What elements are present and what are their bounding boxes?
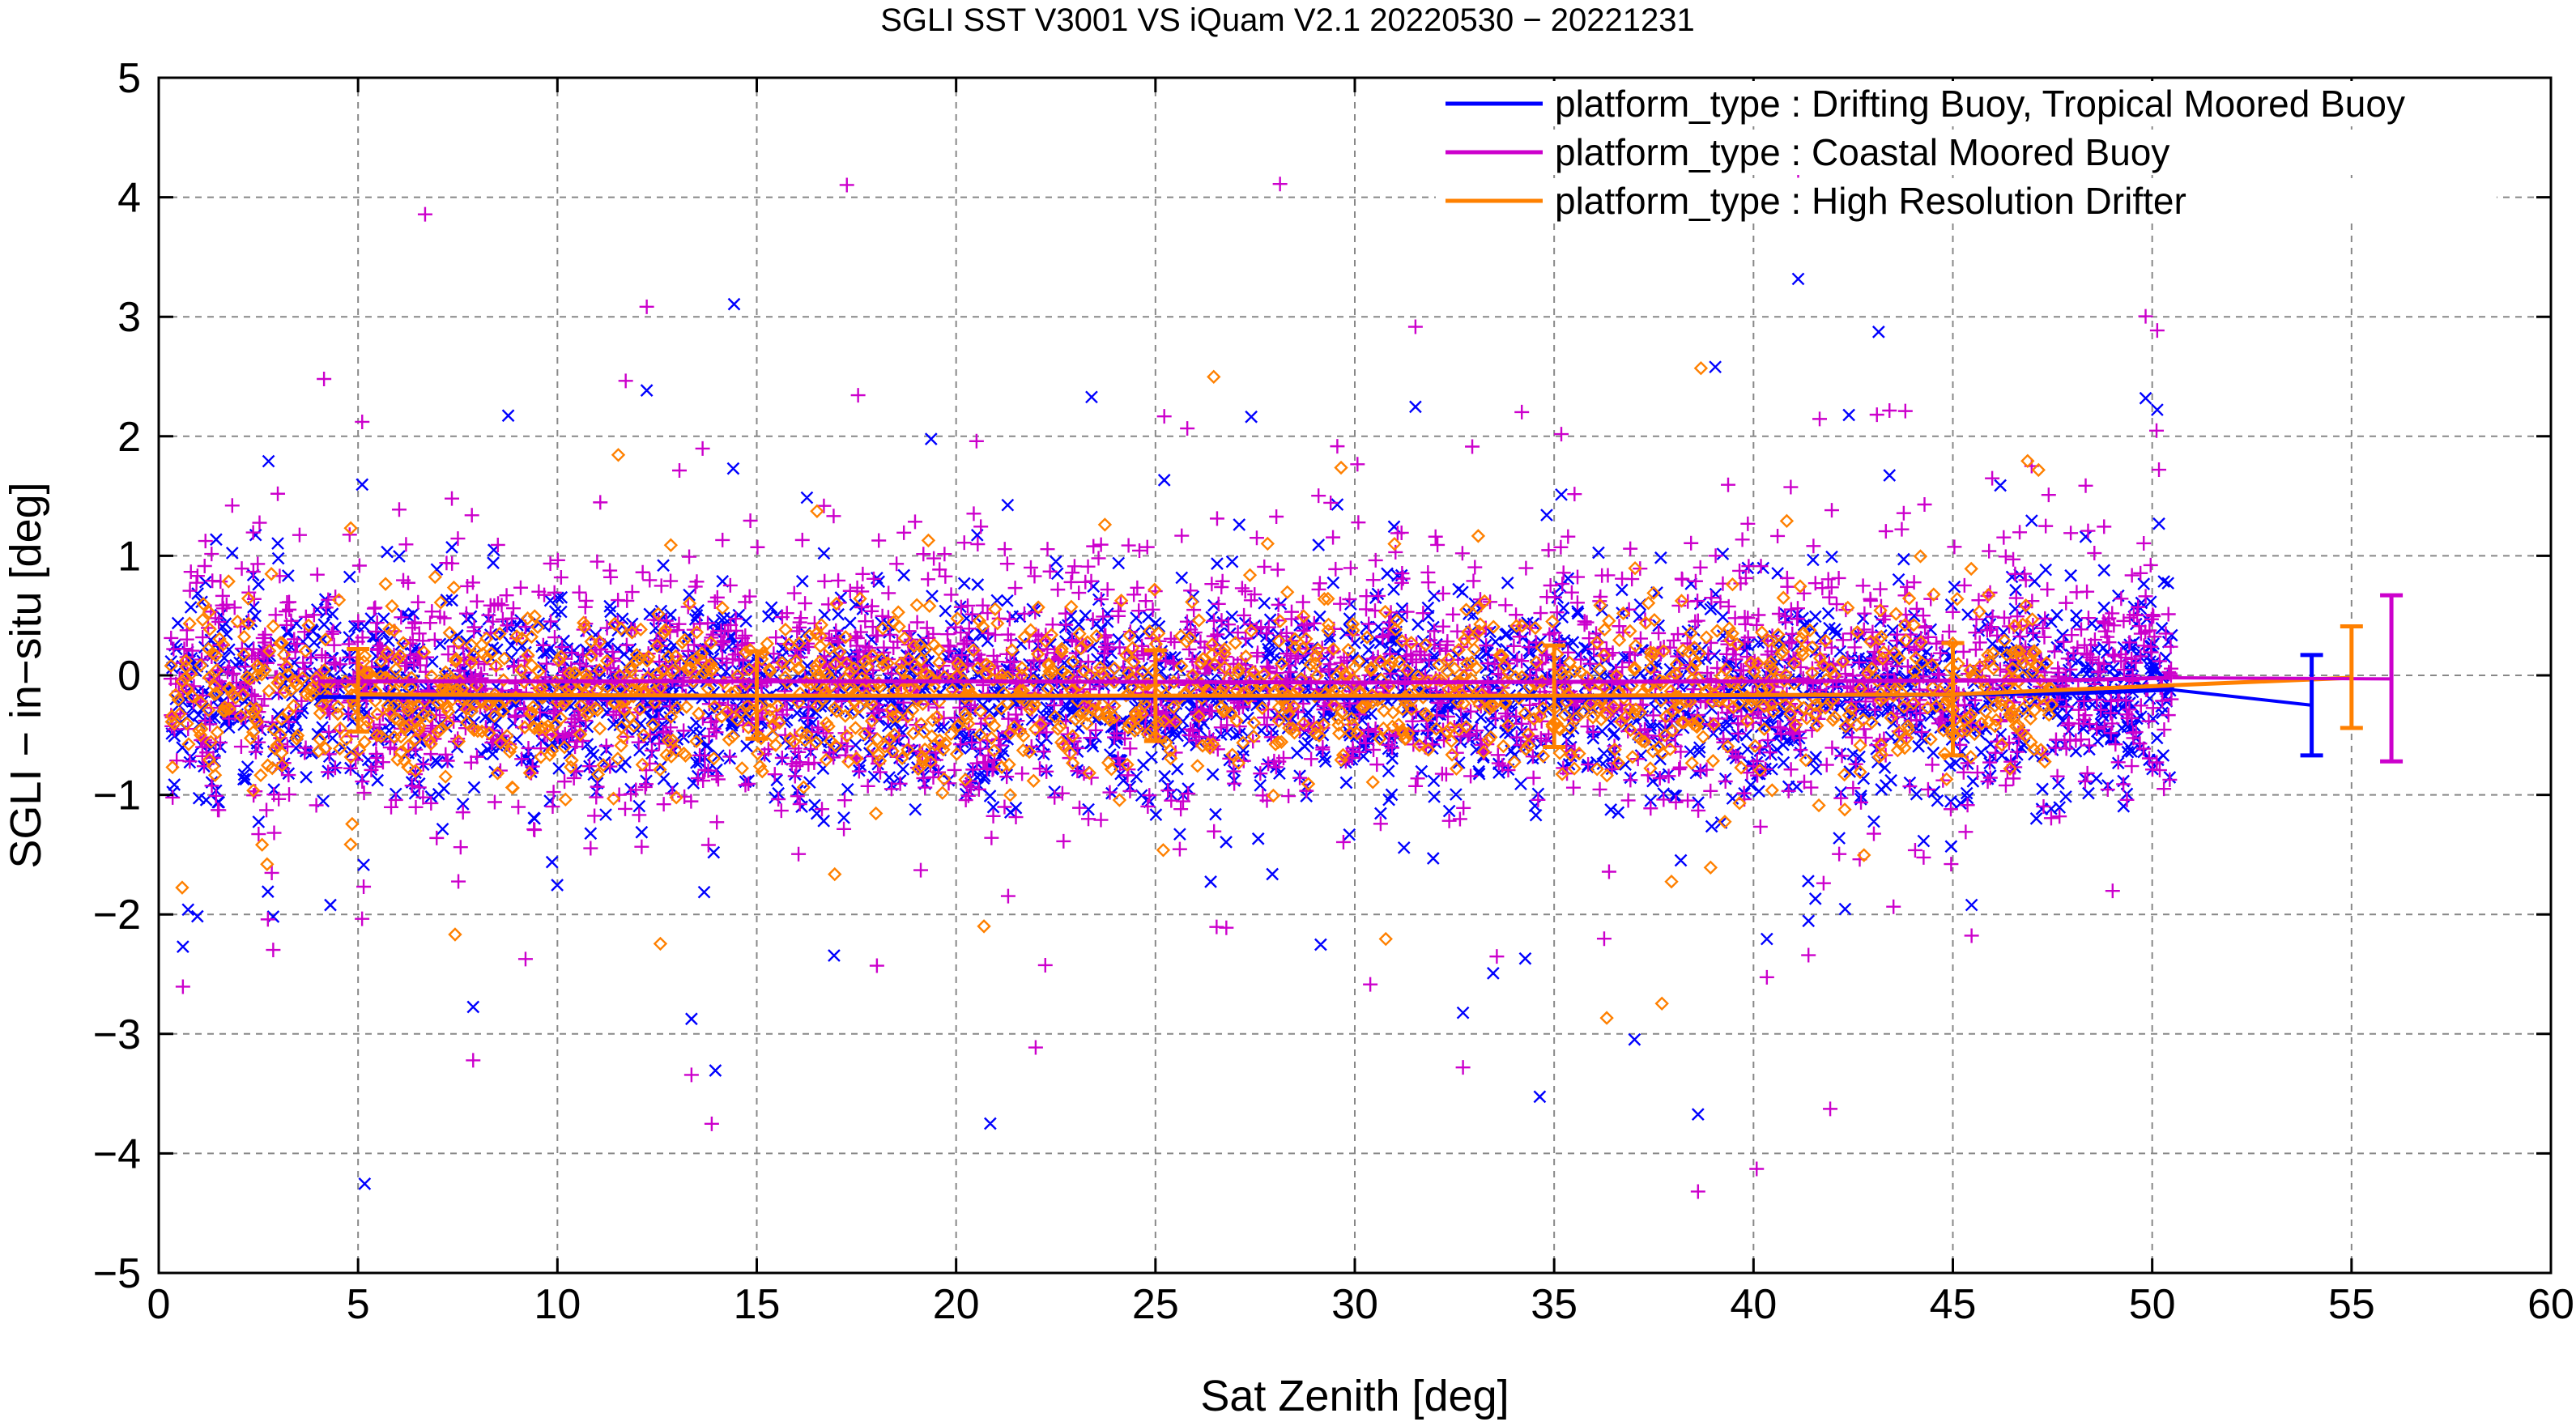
scatter-marker: [164, 272, 2178, 1190]
y-tick-label: −4: [93, 1130, 141, 1177]
x-tick-label: 20: [933, 1281, 980, 1328]
x-tick-label: 60: [2527, 1281, 2574, 1328]
legend-label-2: platform_type : High Resolution Drifter: [1555, 180, 2186, 222]
x-tick-label: 45: [1930, 1281, 1977, 1328]
x-tick-label: 0: [147, 1281, 171, 1328]
x-tick-label: 50: [2129, 1281, 2176, 1328]
y-tick-label: 2: [117, 414, 141, 461]
x-axis-label: Sat Zenith [deg]: [1200, 1372, 1509, 1420]
scatter-marker: [164, 361, 2059, 1025]
y-tick-label: 3: [117, 294, 141, 341]
x-tick-label: 15: [734, 1281, 781, 1328]
y-tick-label: −1: [93, 773, 141, 819]
y-tick-label: 4: [117, 175, 141, 222]
y-tick-label: −5: [93, 1250, 141, 1297]
x-tick-label: 10: [534, 1281, 581, 1328]
x-tick-label: 30: [1331, 1281, 1378, 1328]
legend: platform_type : Drifting Buoy, Tropical …: [1436, 81, 2497, 223]
x-tick-label: 55: [2328, 1281, 2375, 1328]
y-tick-label: −2: [93, 892, 141, 939]
series-points-0: [164, 272, 2178, 1190]
x-tick-label: 35: [1531, 1281, 1578, 1328]
y-tick-label: −3: [93, 1011, 141, 1058]
y-tick-label: 5: [117, 55, 141, 102]
mean-line-1: [317, 675, 2173, 685]
legend-label-1: platform_type : Coastal Moored Buoy: [1555, 131, 2169, 173]
data-points: [163, 163, 2179, 1199]
mean-lines: [317, 675, 2352, 700]
y-tick-label: 1: [117, 533, 141, 580]
summary-connector: [2172, 687, 2312, 707]
legend-bg: [1436, 130, 2497, 175]
series-points-2: [164, 361, 2059, 1025]
x-tick-label: 5: [347, 1281, 370, 1328]
error-bars: [347, 593, 2404, 764]
chart-title: SGLI SST V3001 VS iQuam V2.1 20220530 − …: [880, 2, 1695, 38]
y-axis-label: SGLI − in−situ [deg]: [2, 482, 50, 868]
x-tick-label: 25: [1132, 1281, 1179, 1328]
legend-label-0: platform_type : Drifting Buoy, Tropical …: [1555, 83, 2405, 125]
mean-line-2: [358, 675, 2352, 698]
summary-connector: [2172, 675, 2392, 681]
x-tick-label: 40: [1730, 1281, 1777, 1328]
mean-line-0: [317, 687, 2173, 700]
legend-bg: [1436, 81, 2497, 126]
legend-bg: [1436, 178, 2497, 223]
y-tick-label: 0: [117, 653, 141, 700]
